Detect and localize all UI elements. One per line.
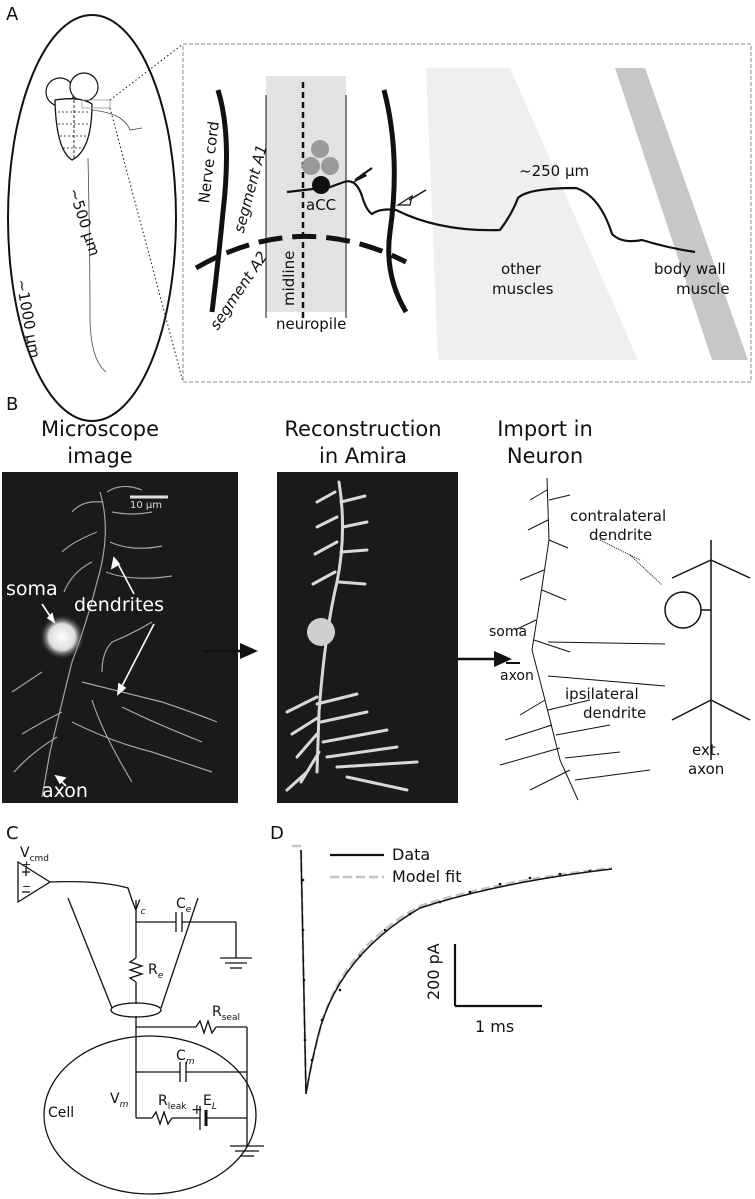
- rleak-label: Rleak: [158, 1093, 187, 1112]
- scale-x-label: 1 ms: [475, 1017, 515, 1036]
- title-microscope: Microscope image: [10, 416, 190, 470]
- re-sub: e: [157, 970, 164, 981]
- cm-label: Cm: [176, 1048, 195, 1067]
- vm-label: Vm: [110, 1091, 128, 1110]
- neuropile-label: neuropile: [276, 315, 347, 333]
- vcmd-main: V: [20, 845, 30, 861]
- microscope-image: 10 µm soma dendrites axon: [2, 472, 238, 803]
- ce-sub: e: [185, 904, 192, 915]
- body-wall-label-2: muscle: [676, 280, 730, 298]
- cm-main: C: [176, 1048, 186, 1064]
- vcmd-sub: cmd: [29, 853, 50, 864]
- dendrites-label: dendrites: [74, 594, 164, 616]
- el-main: E: [203, 1093, 212, 1109]
- el-sub: L: [211, 1101, 217, 1112]
- vc-main: V: [131, 898, 141, 914]
- contralateral-label-2: dendrite: [589, 526, 653, 544]
- title-import-line2: Neuron: [506, 444, 584, 468]
- len-250-label: ~250 µm: [519, 162, 590, 180]
- vm-sub: m: [119, 1099, 129, 1110]
- panel-c-letter: C: [6, 823, 19, 844]
- legend-model-label: Model fit: [392, 867, 462, 886]
- acc-label: aCC: [306, 196, 337, 214]
- el-label: EL: [203, 1093, 217, 1112]
- vcmd-label: Vcmd: [20, 845, 49, 864]
- op-amp-minus: −: [22, 880, 32, 893]
- ce-label: Ce: [176, 896, 191, 915]
- op-amp-plus: +: [22, 858, 32, 871]
- ext-axon-label-2: axon: [688, 760, 725, 778]
- ce-main: C: [176, 896, 186, 912]
- scale-y-label: 200 pA: [424, 943, 443, 1000]
- soma-label: soma: [6, 578, 58, 600]
- title-import: Import in Neuron: [475, 416, 615, 470]
- ipsilateral-label-1: ipsilateral: [565, 685, 639, 703]
- rleak-sub: leak: [167, 1101, 187, 1112]
- re-main: R: [148, 962, 158, 978]
- title-reconstruction-line1: Reconstruction: [284, 417, 442, 441]
- vc-sub: c: [140, 906, 146, 917]
- ipsilateral-label-2: dendrite: [583, 704, 647, 722]
- axon-label: axon: [42, 780, 88, 802]
- legend-data-label: Data: [392, 845, 431, 864]
- other-muscles-label-1: other: [501, 260, 541, 278]
- vm-main: V: [110, 1091, 120, 1107]
- rseal-label: Rseal: [212, 1004, 240, 1023]
- cell-label: Cell: [48, 1105, 75, 1121]
- vc-label: Vc: [131, 898, 146, 917]
- title-microscope-line1: Microscope: [40, 417, 160, 441]
- rseal-main: R: [212, 1004, 222, 1020]
- rleak-main: R: [158, 1093, 168, 1109]
- amira-reconstruction-image: [277, 472, 458, 803]
- panel-a-letter: A: [6, 4, 19, 25]
- panel-d-letter: D: [270, 823, 284, 844]
- title-microscope-line2: image: [67, 444, 133, 468]
- body-wall-label-1: body wall: [654, 260, 726, 278]
- title-reconstruction-line2: in Amira: [319, 444, 407, 468]
- rseal-sub: seal: [221, 1012, 240, 1023]
- microscope-arrows: [41, 556, 155, 787]
- panel-b-letter: B: [6, 394, 19, 415]
- scale-bar-label: 10 µm: [130, 500, 163, 511]
- rleak-plus: +: [191, 1102, 203, 1118]
- cm-sub: m: [185, 1056, 195, 1067]
- re-label: Re: [148, 962, 163, 981]
- title-reconstruction: Reconstruction in Amira: [268, 416, 458, 470]
- ext-axon-label-1: ext.: [692, 741, 721, 759]
- contralateral-label-1: contralateral: [570, 507, 667, 525]
- soma-small-label: soma: [489, 624, 528, 640]
- axon-small-label: axon: [500, 668, 534, 684]
- other-muscles-label-2: muscles: [492, 280, 554, 298]
- title-import-line1: Import in: [497, 417, 593, 441]
